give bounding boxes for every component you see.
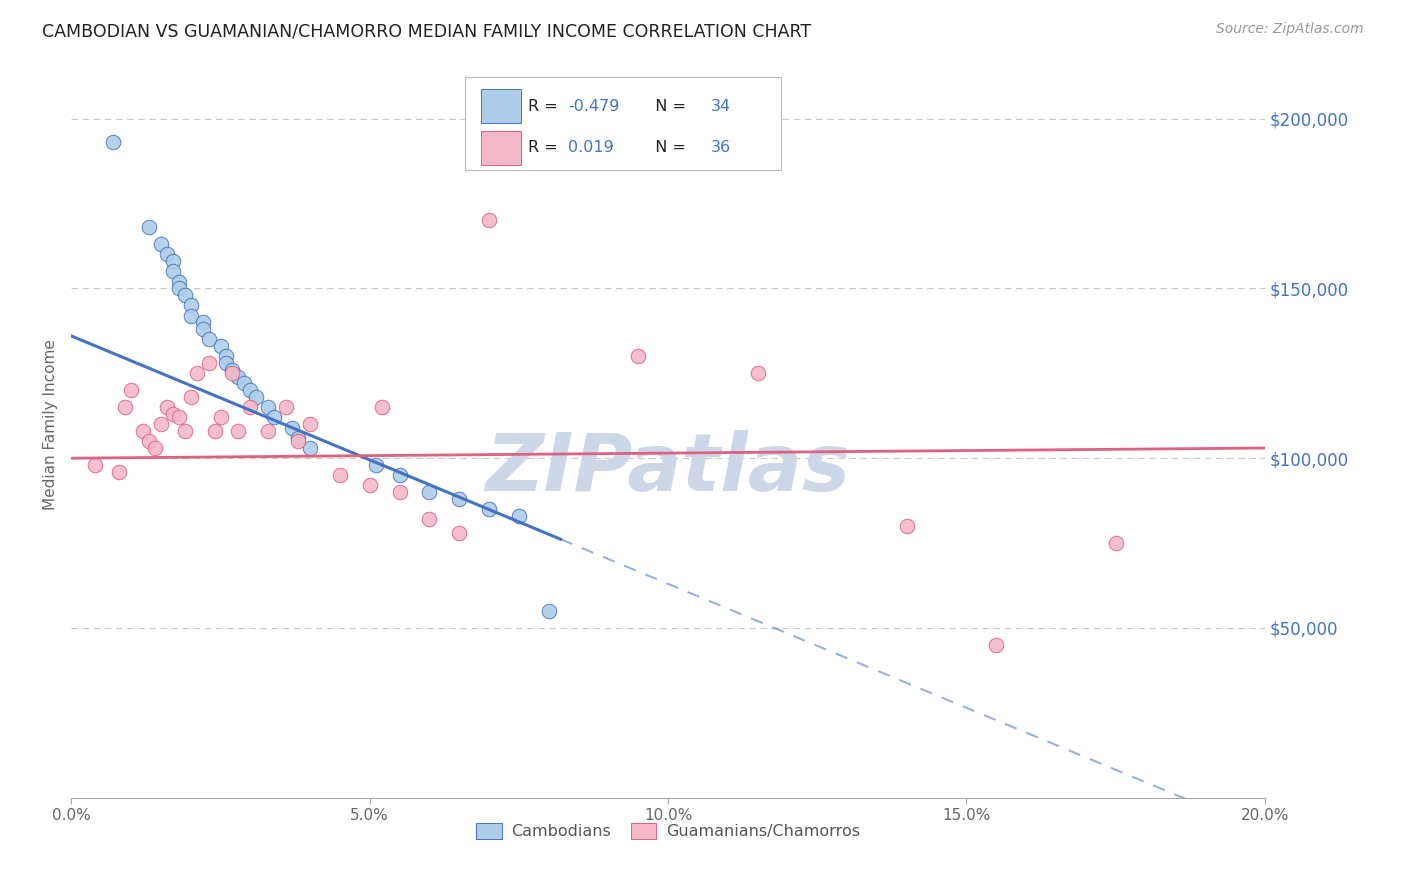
Point (508, 508, 530, 523)
Point (156, 401, 179, 415)
Point (287, 434, 309, 449)
Point (215, 356, 238, 370)
Point (114, 401, 136, 415)
Y-axis label: Median Family Income: Median Family Income (44, 339, 58, 509)
Point (191, 322, 214, 336)
Point (329, 468, 352, 483)
Point (173, 288, 195, 302)
Point (364, 458, 387, 472)
Point (233, 376, 256, 391)
Point (478, 502, 501, 516)
Point (138, 220, 160, 235)
Text: ZIPatlas: ZIPatlas (485, 430, 851, 508)
Text: 0.019: 0.019 (568, 140, 613, 155)
Point (418, 485, 440, 500)
Point (245, 390, 267, 404)
Point (149, 417, 172, 432)
Point (191, 315, 214, 329)
Point (281, 420, 304, 434)
Text: Source: ZipAtlas.com: Source: ZipAtlas.com (1216, 22, 1364, 37)
Point (537, 604, 560, 618)
Point (84, 458, 107, 472)
Point (162, 254, 184, 268)
Point (228, 369, 250, 384)
Point (167, 281, 190, 295)
Point (167, 410, 190, 425)
Point (239, 401, 262, 415)
Point (156, 247, 179, 261)
Point (186, 366, 208, 380)
Point (388, 468, 411, 483)
Point (986, 638, 1008, 652)
Text: CAMBODIAN VS GUAMANIAN/CHAMORRO MEDIAN FAMILY INCOME CORRELATION CHART: CAMBODIAN VS GUAMANIAN/CHAMORRO MEDIAN F… (42, 22, 811, 40)
Point (359, 478, 381, 492)
Point (263, 410, 285, 425)
Point (215, 349, 238, 363)
Point (180, 298, 202, 312)
Point (162, 264, 184, 278)
Point (228, 424, 250, 438)
Text: -0.479: -0.479 (568, 99, 619, 114)
Text: 36: 36 (711, 140, 731, 155)
Point (418, 512, 440, 526)
FancyBboxPatch shape (481, 130, 522, 164)
Point (388, 485, 411, 500)
Point (239, 384, 262, 398)
Point (449, 491, 471, 506)
Point (287, 431, 309, 445)
Point (180, 309, 202, 323)
Point (204, 424, 226, 438)
Point (221, 366, 243, 380)
Point (257, 424, 280, 438)
Point (298, 417, 321, 432)
Point (167, 275, 190, 289)
Point (101, 136, 124, 150)
Point (276, 401, 298, 415)
Point (370, 401, 392, 415)
Point (221, 363, 243, 377)
Point (478, 213, 501, 227)
Text: R =: R = (529, 99, 564, 114)
Point (132, 424, 155, 438)
Point (1104, 536, 1126, 550)
Point (627, 349, 650, 363)
Text: 34: 34 (711, 99, 731, 114)
Point (209, 339, 232, 353)
Point (298, 441, 321, 455)
Point (747, 366, 769, 380)
Point (197, 332, 219, 346)
Point (162, 407, 184, 421)
Point (896, 519, 918, 533)
Legend: Cambodians, Guamanians/Chamorros: Cambodians, Guamanians/Chamorros (470, 817, 866, 846)
FancyBboxPatch shape (481, 89, 522, 123)
FancyBboxPatch shape (465, 77, 782, 170)
Point (149, 237, 172, 252)
Point (180, 390, 202, 404)
Point (120, 384, 142, 398)
Point (108, 465, 131, 479)
Point (197, 356, 219, 370)
Point (143, 441, 166, 455)
Point (138, 434, 160, 449)
Point (257, 401, 280, 415)
Text: N =: N = (645, 140, 692, 155)
Text: N =: N = (645, 99, 692, 114)
Point (449, 525, 471, 540)
Point (209, 410, 232, 425)
Point (173, 424, 195, 438)
Text: R =: R = (529, 140, 564, 155)
